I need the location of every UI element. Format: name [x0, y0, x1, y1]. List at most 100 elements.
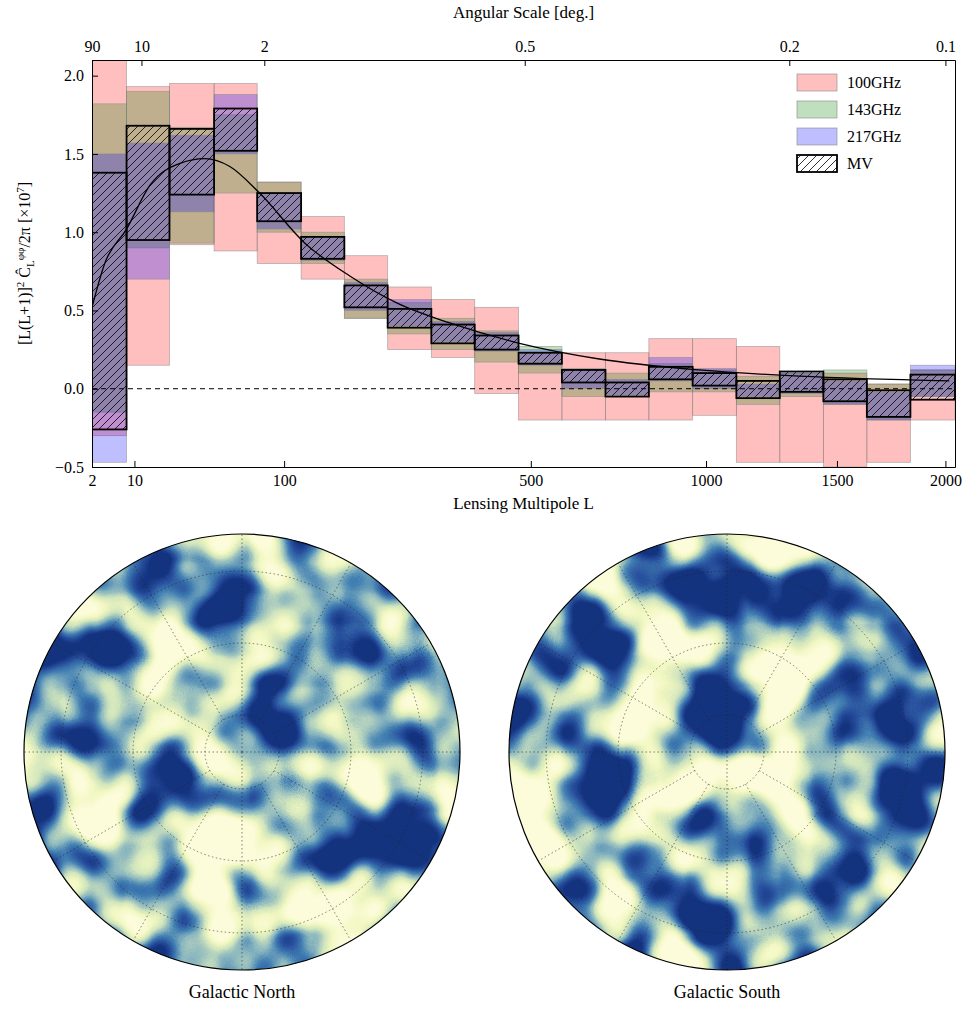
error-box — [388, 309, 432, 328]
error-box — [214, 94, 257, 153]
graticule-meridian — [261, 563, 351, 720]
series-0 — [92, 60, 955, 467]
error-box — [519, 346, 562, 373]
graticule-meridian — [759, 643, 916, 733]
axis-line — [955, 61, 956, 468]
map-field — [509, 534, 945, 970]
error-box — [562, 370, 606, 389]
error-box — [92, 60, 127, 436]
legend-swatch — [797, 155, 837, 172]
tick-mark — [92, 232, 98, 233]
graticule-meridian — [53, 643, 210, 733]
tick-label: 1.0 — [64, 224, 84, 241]
legend-item: 100GHz — [797, 74, 901, 91]
tick-label: 90 — [85, 38, 101, 55]
zero-line — [92, 388, 955, 389]
error-box — [431, 325, 474, 344]
graticule-meridian — [759, 771, 916, 861]
graticule — [24, 534, 460, 970]
graticule-meridian — [242, 534, 243, 752]
tick: 1.0 — [64, 224, 98, 241]
error-box — [867, 384, 911, 420]
error-box — [169, 127, 214, 243]
error-box — [910, 375, 955, 400]
tick-mark — [141, 60, 142, 66]
tick: 2000 — [930, 461, 962, 489]
tick-mark — [264, 60, 265, 66]
graticule-meridian — [746, 784, 836, 941]
plot-area — [92, 60, 955, 467]
tick: 0.5 — [515, 38, 535, 66]
error-box — [127, 87, 170, 366]
tick-mark — [706, 461, 707, 467]
error-box — [736, 346, 779, 462]
error-box — [431, 318, 474, 349]
error-box — [693, 339, 737, 416]
error-box — [562, 370, 606, 383]
error-box — [519, 353, 562, 420]
tick-mark — [531, 461, 532, 467]
tick: 1000 — [691, 461, 723, 489]
tick: 100 — [273, 461, 297, 489]
tick-mark — [92, 76, 98, 77]
error-box — [344, 279, 387, 318]
error-box — [736, 376, 779, 404]
error-box — [562, 368, 606, 396]
error-box — [388, 287, 432, 350]
graticule-meridian — [618, 563, 708, 720]
tick-label: 1.5 — [64, 146, 84, 163]
tick-label: 10 — [127, 472, 143, 489]
tick-mark — [92, 467, 98, 468]
error-box — [519, 353, 562, 364]
error-box — [823, 379, 866, 401]
tick: 0.0 — [64, 380, 98, 397]
graticule-meridian — [24, 752, 242, 753]
error-box — [214, 83, 257, 250]
tick-label: 500 — [519, 472, 543, 489]
map-border — [509, 534, 945, 970]
legend-label: 143GHz — [847, 101, 901, 118]
graticule-meridian — [261, 784, 351, 941]
tick-mark — [92, 154, 98, 155]
graticule-meridian — [727, 534, 728, 752]
legend-item: MV — [797, 155, 873, 172]
tick-mark — [945, 60, 946, 66]
axis-line — [93, 60, 956, 61]
error-box — [867, 390, 911, 417]
sky-map — [24, 534, 460, 970]
tick-label: 0.2 — [780, 38, 800, 55]
graticule-meridian — [274, 771, 431, 861]
theory-curve — [92, 159, 949, 381]
map-title: Galactic South — [674, 982, 780, 1002]
tick-label: 1000 — [691, 472, 723, 489]
error-box — [92, 154, 127, 462]
tick: 2 — [261, 38, 269, 66]
tick: 1.5 — [64, 146, 98, 163]
error-box — [127, 91, 170, 248]
legend-swatch — [797, 128, 837, 145]
right-frame — [955, 61, 956, 468]
error-box — [169, 83, 214, 244]
error-box — [867, 384, 911, 462]
tick: 0.5 — [64, 302, 98, 319]
tick-mark — [525, 60, 526, 66]
error-box — [649, 339, 693, 420]
tick: −0.5 — [55, 459, 98, 476]
tick-label: 2.0 — [64, 67, 84, 84]
error-box — [214, 109, 257, 151]
tick-label: 100 — [273, 472, 297, 489]
error-box — [169, 129, 214, 195]
map-title: Galactic North — [189, 982, 295, 1002]
y-axis-title-part: φφ — [14, 248, 26, 261]
error-box — [92, 173, 127, 430]
y-axis-title: [L(L+1)]2 ĈLφφ/2π [×107] — [14, 182, 36, 345]
y-axis: −0.5 0.0 0.5 1.0 1.5 2.0 — [55, 61, 98, 476]
axis-line — [93, 467, 956, 468]
tick-label: 0.5 — [515, 38, 535, 55]
x2-axis-title: Angular Scale [deg.] — [453, 3, 594, 22]
map-border — [24, 534, 460, 970]
graticule-meridian — [538, 771, 695, 861]
tick-label: 10 — [134, 38, 150, 55]
tick-mark — [134, 461, 135, 467]
x-axis: 210100500100015002000 — [89, 461, 962, 489]
